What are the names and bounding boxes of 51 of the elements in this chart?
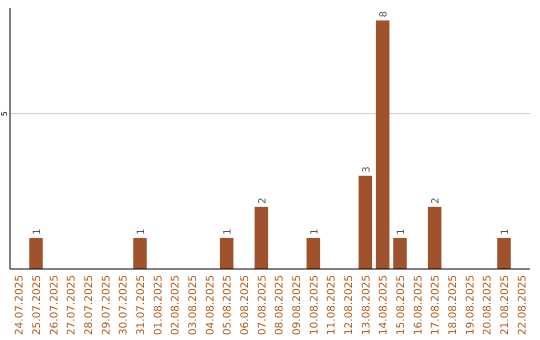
x-tick-label: 26.07.2025 xyxy=(48,275,60,336)
x-tick-label: 13.08.2025 xyxy=(360,275,372,336)
bar xyxy=(393,238,407,269)
x-tick-label: 21.08.2025 xyxy=(499,275,511,336)
x-tick-label: 04.08.2025 xyxy=(204,275,216,336)
bar xyxy=(358,176,372,269)
data-label: 1 xyxy=(136,228,147,235)
data-label: 1 xyxy=(500,228,511,235)
x-tick-label: 01.08.2025 xyxy=(152,275,164,336)
x-tick-label: 20.08.2025 xyxy=(482,275,494,336)
bar xyxy=(497,238,511,269)
x-tick-label: 24.07.2025 xyxy=(14,275,26,336)
x-tick-label: 14.08.2025 xyxy=(378,275,390,336)
x-tick-label: 17.08.2025 xyxy=(430,275,442,336)
x-tick-label: 15.08.2025 xyxy=(395,275,407,336)
x-tick-label: 18.08.2025 xyxy=(447,275,459,336)
x-tick-label: 30.07.2025 xyxy=(118,275,130,336)
data-label: 1 xyxy=(396,228,407,235)
x-tick-label: 16.08.2025 xyxy=(412,275,424,336)
x-tick-label: 11.08.2025 xyxy=(326,275,338,336)
data-label: 2 xyxy=(430,197,442,204)
bar xyxy=(254,206,268,269)
bar xyxy=(376,20,390,269)
data-label: 8 xyxy=(378,11,390,18)
x-tick-label: 03.08.2025 xyxy=(187,275,199,336)
x-tick-label: 29.07.2025 xyxy=(100,275,112,336)
x-tick-label: 31.07.2025 xyxy=(135,275,147,336)
data-label: 1 xyxy=(309,228,320,235)
bar xyxy=(306,238,320,269)
x-tick-label: 27.07.2025 xyxy=(66,275,78,336)
data-label: 2 xyxy=(257,197,268,204)
x-tick-label: 12.08.2025 xyxy=(343,275,355,336)
x-tick-label: 25.07.2025 xyxy=(31,275,43,336)
x-tick-label: 05.08.2025 xyxy=(222,275,234,336)
x-tick-label: 02.08.2025 xyxy=(170,275,182,336)
x-tick-label: 06.08.2025 xyxy=(239,275,251,336)
x-tick-label: 09.08.2025 xyxy=(291,275,303,336)
data-label: 3 xyxy=(361,166,372,173)
x-tick-label: 07.08.2025 xyxy=(256,275,268,336)
x-tick-label: 19.08.2025 xyxy=(464,275,476,336)
x-tick-label: 10.08.2025 xyxy=(308,275,320,336)
bar xyxy=(428,206,442,269)
x-tick-label: 28.07.2025 xyxy=(83,275,95,336)
y-tick-label: 5 xyxy=(0,111,9,116)
bar xyxy=(133,238,147,269)
x-tick-label: 22.08.2025 xyxy=(516,275,528,336)
bar xyxy=(29,238,43,269)
bar xyxy=(220,238,234,269)
data-label: 1 xyxy=(32,228,43,235)
data-label: 1 xyxy=(222,228,234,235)
x-tick-label: 08.08.2025 xyxy=(274,275,286,336)
